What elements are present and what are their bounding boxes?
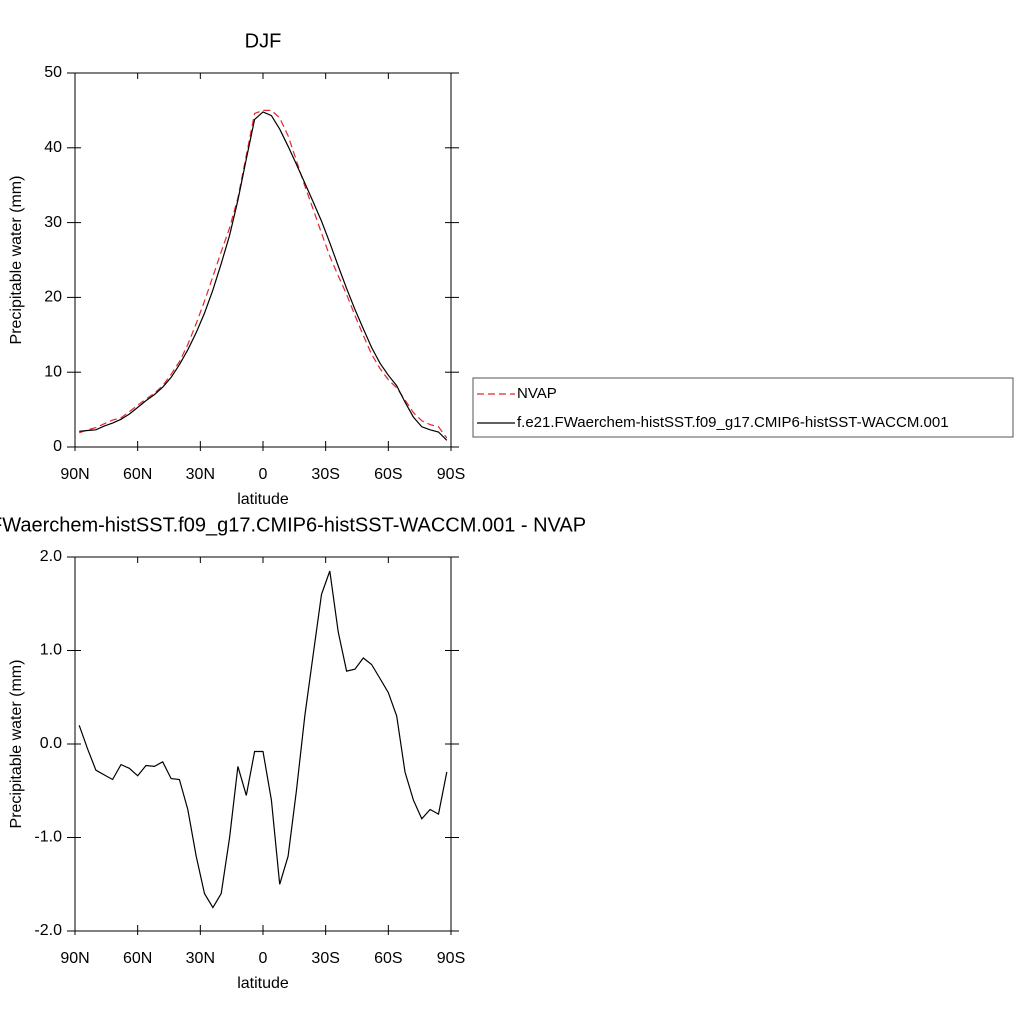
x-tick-label: 0 — [259, 466, 268, 483]
x-tick-label: 90S — [437, 950, 465, 967]
y-tick-label: 20 — [44, 289, 62, 306]
legend-label: f.e21.FWaerchem-histSST.f09_g17.CMIP6-hi… — [517, 414, 949, 431]
x-tick-label: 30S — [311, 466, 339, 483]
plot-frame — [74, 72, 452, 448]
x-tick-label: 60N — [123, 950, 152, 967]
plot-frame — [74, 556, 452, 932]
x-tick-label: 90S — [437, 466, 465, 483]
y-tick-label: -1.0 — [34, 829, 62, 846]
y-tick-label: 40 — [44, 139, 62, 156]
y-tick-label: 2.0 — [40, 548, 62, 565]
data-line — [78, 570, 448, 909]
legend-label: NVAP — [517, 385, 557, 402]
y-tick-label: 0.0 — [40, 735, 62, 752]
x-tick-label: 90N — [60, 950, 89, 967]
x-tick-label: 30N — [186, 466, 215, 483]
x-axis-label: latitude — [237, 975, 289, 992]
x-tick-label: 0 — [259, 950, 268, 967]
x-tick-label: 60S — [374, 950, 402, 967]
y-axis-label: Precipitable water (mm) — [8, 176, 25, 345]
x-tick-label: 30S — [311, 950, 339, 967]
y-tick-label: 50 — [44, 64, 62, 81]
x-tick-label: 60N — [123, 466, 152, 483]
chart-title: f.e21.FWaerchem-histSST.f09_g17.CMIP6-hi… — [0, 514, 586, 536]
data-line — [79, 111, 448, 441]
y-tick-label: 10 — [44, 363, 62, 380]
x-tick-label: 90N — [60, 466, 89, 483]
data-line — [78, 109, 448, 439]
x-axis-label: latitude — [237, 491, 289, 508]
y-tick-label: 30 — [44, 214, 62, 231]
legend-box — [472, 377, 1014, 438]
x-tick-label: 60S — [374, 466, 402, 483]
chart-title: DJF — [245, 30, 282, 52]
y-tick-label: 0 — [53, 438, 62, 455]
y-tick-label: 1.0 — [40, 642, 62, 659]
y-axis-label: Precipitable water (mm) — [8, 660, 25, 829]
x-tick-label: 30N — [186, 950, 215, 967]
y-tick-label: -2.0 — [34, 922, 62, 939]
